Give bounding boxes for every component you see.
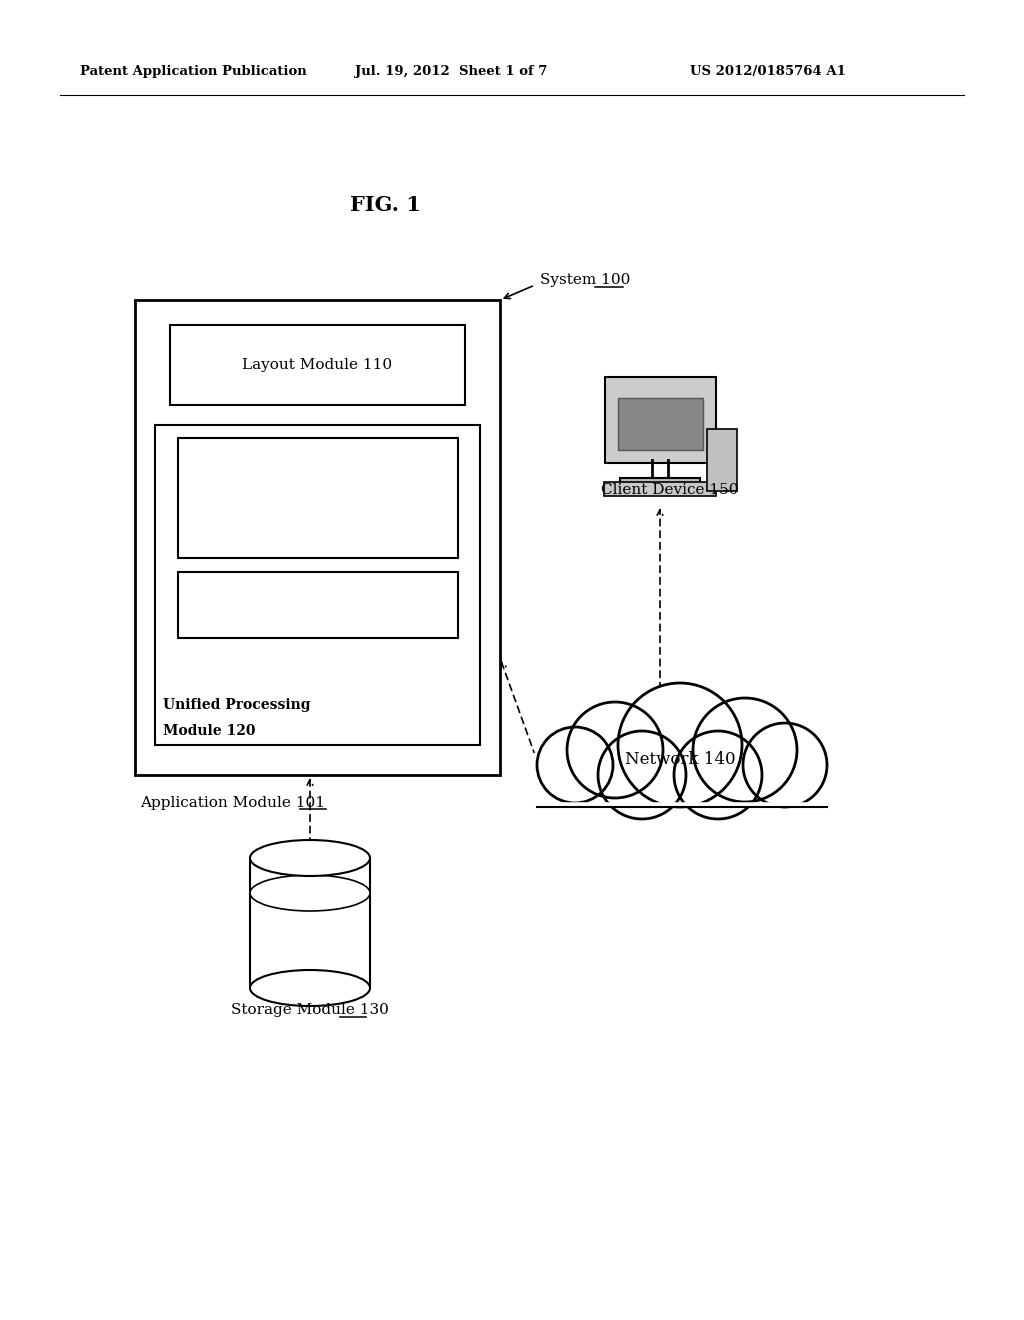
Circle shape — [567, 702, 663, 799]
Ellipse shape — [250, 875, 370, 911]
FancyBboxPatch shape — [707, 429, 737, 491]
Bar — [155, 425, 480, 744]
Circle shape — [537, 727, 613, 803]
Circle shape — [674, 731, 762, 818]
Ellipse shape — [250, 840, 370, 876]
Bar — [178, 438, 458, 558]
Text: Network 140: Network 140 — [625, 751, 735, 768]
Bar — [250, 858, 370, 987]
Text: Positioning: Positioning — [273, 502, 362, 515]
Bar — [178, 572, 458, 638]
Circle shape — [693, 698, 797, 803]
Circle shape — [618, 682, 742, 807]
Text: Processor 122: Processor 122 — [263, 609, 374, 622]
FancyBboxPatch shape — [604, 378, 716, 463]
Bar — [617, 399, 702, 450]
Text: Processor 121: Processor 121 — [263, 517, 374, 531]
Bar — [620, 478, 700, 484]
Text: Application Module 101: Application Module 101 — [140, 796, 325, 810]
FancyBboxPatch shape — [604, 482, 716, 496]
Bar — [170, 325, 465, 405]
Text: Jul. 19, 2012  Sheet 1 of 7: Jul. 19, 2012 Sheet 1 of 7 — [355, 66, 548, 78]
Text: Layout Module 110: Layout Module 110 — [243, 358, 392, 372]
Text: FIG. 1: FIG. 1 — [349, 195, 421, 215]
Text: System 100: System 100 — [540, 273, 631, 286]
Text: Relative Positioning: Relative Positioning — [240, 590, 396, 605]
Circle shape — [743, 723, 827, 807]
Text: Patent Application Publication: Patent Application Publication — [80, 66, 307, 78]
Ellipse shape — [250, 970, 370, 1006]
Text: Absolute: Absolute — [284, 484, 352, 499]
Text: US 2012/0185764 A1: US 2012/0185764 A1 — [690, 66, 846, 78]
Circle shape — [598, 731, 686, 818]
Text: Storage Module 130: Storage Module 130 — [231, 1003, 389, 1016]
Text: Module 120: Module 120 — [163, 723, 256, 738]
Text: Unified Processing: Unified Processing — [163, 698, 310, 711]
Bar — [135, 300, 500, 775]
Text: Client Device 150: Client Device 150 — [601, 483, 738, 498]
